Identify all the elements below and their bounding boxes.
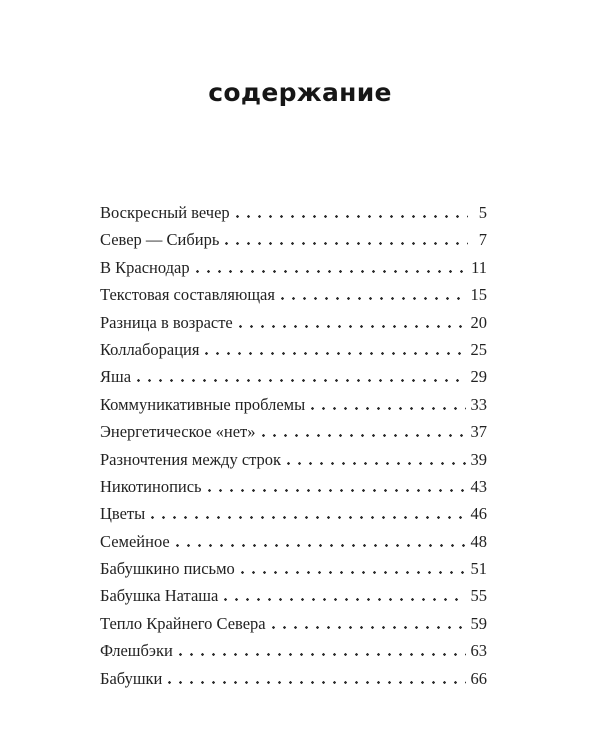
toc-entry: Разница в возрасте 20 [100,309,487,336]
toc-entry: Бабушки 66 [100,665,487,692]
dot-leader [311,406,466,410]
toc-entry-title: Коллаборация [100,339,200,359]
toc-entry-title: Яша [100,367,132,387]
toc-entry-page-number: 59 [470,613,488,633]
toc-entry-page-number: 46 [470,504,488,524]
toc-entry-title: Разночтения между строк [100,449,282,469]
toc-entry-title: Север — Сибирь [100,230,220,250]
toc-entry: Флешбэки 63 [100,637,487,664]
toc-entry-page-number: 43 [470,476,488,496]
toc-entry: Бабушкино письмо 51 [100,555,487,582]
toc-entry-page-number: 66 [470,668,488,688]
dot-leader [287,461,466,465]
toc-entry: Воскресный вечер 5 [100,199,487,226]
toc-entry-page-number: 7 [478,230,487,250]
toc-entry-title: Никотинопись [100,476,202,496]
toc-entry-page-number: 51 [470,559,488,579]
toc-entry-title: Тепло Крайнего Севера [100,613,266,633]
toc-entry-page-number: 48 [470,531,488,551]
toc-entry-title: Энергетическое «нет» [100,422,256,442]
toc-entry-page-number: 25 [470,339,488,359]
toc-entry-title: Семейное [100,531,170,551]
toc-entry-title: В Краснодар [100,257,190,277]
table-of-contents: Воскресный вечер 5 Север — Сибирь 7 В Кр… [100,199,487,692]
toc-entry-title: Бабушка Наташа [100,586,219,606]
dot-leader [224,598,466,602]
dot-leader [235,215,468,218]
toc-entry-title: Разница в возрасте [100,312,233,332]
dot-leader [271,625,466,629]
toc-entry-title: Бабушки [100,668,163,688]
dot-leader [168,680,466,684]
toc-entry-title: Флешбэки [100,641,173,661]
dot-leader [175,543,466,547]
toc-entry: Коммуникативные проблемы 33 [100,391,487,418]
toc-entry: Тепло Крайнего Севера 59 [100,610,487,637]
toc-entry: Яша 29 [100,363,487,390]
dot-leader [225,242,468,246]
toc-entry-page-number: 39 [470,449,488,469]
dot-leader [137,379,466,383]
toc-entry-title: Коммуникативные проблемы [100,394,306,414]
toc-entry-page-number: 33 [470,394,488,414]
dot-leader [151,516,466,520]
dot-leader [240,571,466,575]
toc-entry: Энергетическое «нет» 37 [100,418,487,445]
dot-leader [238,324,466,328]
toc-entry-page-number: 15 [470,285,488,305]
toc-entry: Цветы 46 [100,500,487,527]
dot-leader [280,297,466,301]
toc-entry: В Краснодар 11 [100,254,487,281]
dot-leader [195,269,467,273]
toc-entry-page-number: 63 [470,641,488,661]
toc-entry: Бабушка Наташа 55 [100,582,487,609]
toc-entry-page-number: 20 [470,312,488,332]
toc-entry: Текстовая составляющая 15 [100,281,487,308]
toc-entry-page-number: 5 [478,203,487,222]
toc-entry-title: Текстовая составляющая [100,285,275,305]
toc-entry-title: Бабушкино письмо [100,559,235,579]
toc-entry: Никотинопись 43 [100,473,487,500]
dot-leader [205,351,466,355]
toc-entry: Север — Сибирь 7 [100,226,487,253]
toc-entry-title: Цветы [100,504,146,524]
toc-entry: Семейное 48 [100,528,487,555]
toc-entry: Коллаборация 25 [100,336,487,363]
dot-leader [261,434,466,438]
toc-entry: Разночтения между строк 39 [100,446,487,473]
toc-entry-page-number: 29 [470,367,488,387]
toc-entry-page-number: 55 [470,586,488,606]
dot-leader [207,488,466,492]
page-title: содержание [208,78,392,107]
toc-entry-title: Воскресный вечер [100,203,230,222]
dot-leader [178,653,466,657]
toc-entry-page-number: 11 [471,257,487,277]
toc-entry-page-number: 37 [470,422,488,442]
